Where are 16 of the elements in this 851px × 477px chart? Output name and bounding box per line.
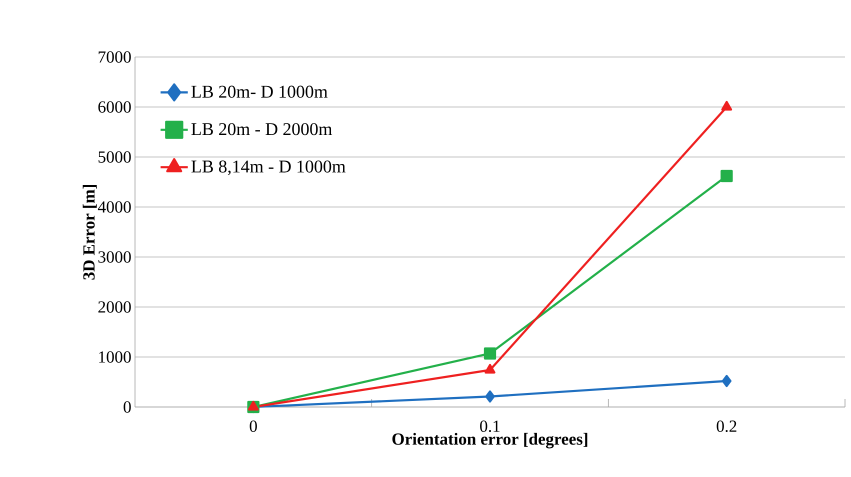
- y-tick-label: 2000: [98, 301, 131, 313]
- y-tick-label: 0: [124, 401, 131, 413]
- y-tick-label: 5000: [98, 151, 131, 163]
- y-tick-label: 1000: [99, 351, 131, 363]
- y-tick-label: 3000: [98, 251, 131, 263]
- x-tick-label: 0.2: [716, 420, 736, 432]
- y-tick-label: 6000: [98, 101, 131, 113]
- y-axis-title: 3D Error [m]: [82, 184, 97, 280]
- x-tick-label: 0: [250, 420, 257, 432]
- legend-label: LB 8,14m - D 1000m: [191, 160, 346, 176]
- x-axis-title: Orientation error [degrees]: [392, 432, 588, 448]
- y-tick-label: 4000: [98, 201, 131, 213]
- legend-label: LB 20m - D 2000m: [191, 123, 332, 136]
- y-tick-label: 7000: [98, 51, 131, 63]
- x-tick-label: 0.1: [480, 420, 500, 432]
- legend-label: LB 20m- D 1000m: [191, 86, 328, 98]
